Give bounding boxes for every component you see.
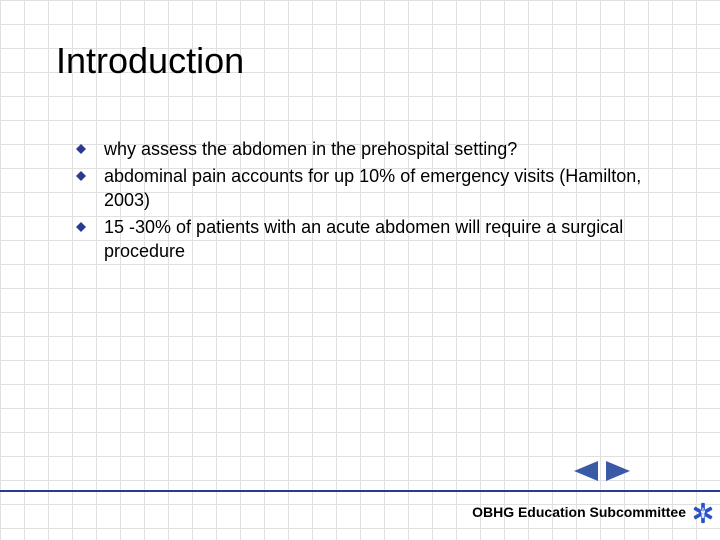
arrow-left-icon bbox=[574, 461, 598, 481]
slide: Introduction why assess the abdomen in t… bbox=[0, 0, 720, 540]
list-item: why assess the abdomen in the prehospita… bbox=[76, 138, 680, 161]
bullet-text: why assess the abdomen in the prehospita… bbox=[104, 138, 517, 161]
bullet-list: why assess the abdomen in the prehospita… bbox=[76, 138, 680, 267]
diamond-bullet-icon bbox=[76, 144, 86, 154]
arrow-right-icon bbox=[606, 461, 630, 481]
prev-button[interactable] bbox=[574, 461, 598, 484]
bullet-text: abdominal pain accounts for up 10% of em… bbox=[104, 165, 680, 212]
diamond-bullet-icon bbox=[76, 171, 86, 181]
footer-divider bbox=[0, 490, 720, 492]
diamond-bullet-icon bbox=[76, 222, 86, 232]
slide-title: Introduction bbox=[56, 40, 244, 82]
next-button[interactable] bbox=[606, 461, 630, 484]
list-item: 15 -30% of patients with an acute abdome… bbox=[76, 216, 680, 263]
nav-controls bbox=[574, 461, 630, 484]
footer-label: OBHG Education Subcommittee bbox=[472, 504, 686, 520]
star-of-life-icon bbox=[692, 502, 714, 524]
bullet-text: 15 -30% of patients with an acute abdome… bbox=[104, 216, 680, 263]
list-item: abdominal pain accounts for up 10% of em… bbox=[76, 165, 680, 212]
